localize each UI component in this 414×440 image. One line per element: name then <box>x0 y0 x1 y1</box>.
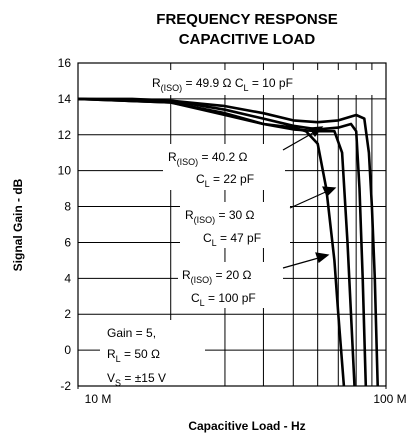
annotation-text: R(ISO) = 20 Ω <box>182 268 252 285</box>
subscript: (ISO) <box>161 83 183 93</box>
y-tick-label: 2 <box>64 307 71 321</box>
arrow <box>282 256 323 269</box>
series-line <box>77 97 368 387</box>
chart-title: FREQUENCY RESPONSE <box>156 11 337 28</box>
annotation-text: VS = ±15 V <box>107 371 166 388</box>
y-tick-label: 0 <box>64 343 71 357</box>
text-run: C <box>203 231 212 245</box>
text-run: = 40.2 Ω <box>198 150 247 164</box>
arrow <box>289 189 331 209</box>
arrowhead <box>322 186 337 198</box>
annotation-text: R(ISO) = 40.2 Ω <box>168 150 248 167</box>
y-tick-label: -2 <box>60 379 71 393</box>
text-run: = 49.9 Ω C <box>182 76 244 90</box>
text-run: R <box>168 150 177 164</box>
chart-title: CAPACITIVE LOAD <box>179 31 316 48</box>
text-run: Gain = 5, <box>107 326 156 340</box>
subscript: (ISO) <box>177 157 199 167</box>
subscript: L <box>200 298 205 308</box>
annotation-text: R(ISO) = 49.9 Ω CL = 10 pF <box>152 76 293 93</box>
subscript: S <box>115 378 121 388</box>
subscript: L <box>205 179 210 189</box>
arrowhead <box>308 126 324 138</box>
x-tick-label: 10 M <box>85 392 112 406</box>
plot-frame <box>77 62 387 387</box>
text-run: R <box>185 208 194 222</box>
text-run: R <box>152 76 161 90</box>
label-box <box>180 202 290 248</box>
y-tick-label: 10 <box>58 164 72 178</box>
text-run: = 10 pF <box>249 76 293 90</box>
arrowhead <box>315 252 330 263</box>
annotation-text: CL = 22 pF <box>196 172 254 189</box>
y-tick-label: 8 <box>64 200 71 214</box>
subscript: L <box>244 83 249 93</box>
series-line <box>77 97 346 387</box>
x-tick-label: 100 M <box>373 392 406 406</box>
text-run: V <box>107 371 115 385</box>
y-tick-label: 14 <box>58 92 72 106</box>
text-run: = 50 Ω <box>121 347 160 361</box>
subscript: (ISO) <box>194 215 216 225</box>
text-run: = 47 pF <box>217 231 261 245</box>
annotation-text: CL = 100 pF <box>191 291 256 308</box>
text-run: = 30 Ω <box>215 208 254 222</box>
y-tick-label: 16 <box>58 56 72 70</box>
y-axis-label: Signal Gain - dB <box>11 178 25 271</box>
subscript: L <box>116 354 121 364</box>
subscript: L <box>212 238 217 248</box>
y-tick-label: 4 <box>64 271 71 285</box>
text-run: = ±15 V <box>121 371 166 385</box>
arrow <box>282 129 319 151</box>
text-run: R <box>107 347 116 361</box>
y-tick-label: 12 <box>58 128 72 142</box>
x-axis-label: Capacitive Load - Hz <box>188 419 305 433</box>
label-box <box>163 144 285 190</box>
annotation-text: CL = 47 pF <box>203 231 261 248</box>
text-run: = 22 pF <box>210 172 254 186</box>
annotation-text: RL = 50 Ω <box>107 347 160 364</box>
text-run: C <box>196 172 205 186</box>
y-tick-label: 6 <box>64 235 71 249</box>
text-run: = 20 Ω <box>212 268 251 282</box>
label-box <box>100 320 205 386</box>
label-box <box>148 70 378 95</box>
arrows <box>282 126 337 269</box>
annotation-text: R(ISO) = 30 Ω <box>185 208 255 225</box>
text-run: = 100 pF <box>205 291 256 305</box>
annotation-boxes <box>100 70 378 386</box>
annotations: R(ISO) = 49.9 Ω CL = 10 pFR(ISO) = 40.2 … <box>107 76 293 388</box>
subscript: (ISO) <box>191 275 213 285</box>
text-run: R <box>182 268 191 282</box>
text-run: C <box>191 291 200 305</box>
annotation-text: Gain = 5, <box>107 326 156 340</box>
label-box <box>178 262 283 308</box>
